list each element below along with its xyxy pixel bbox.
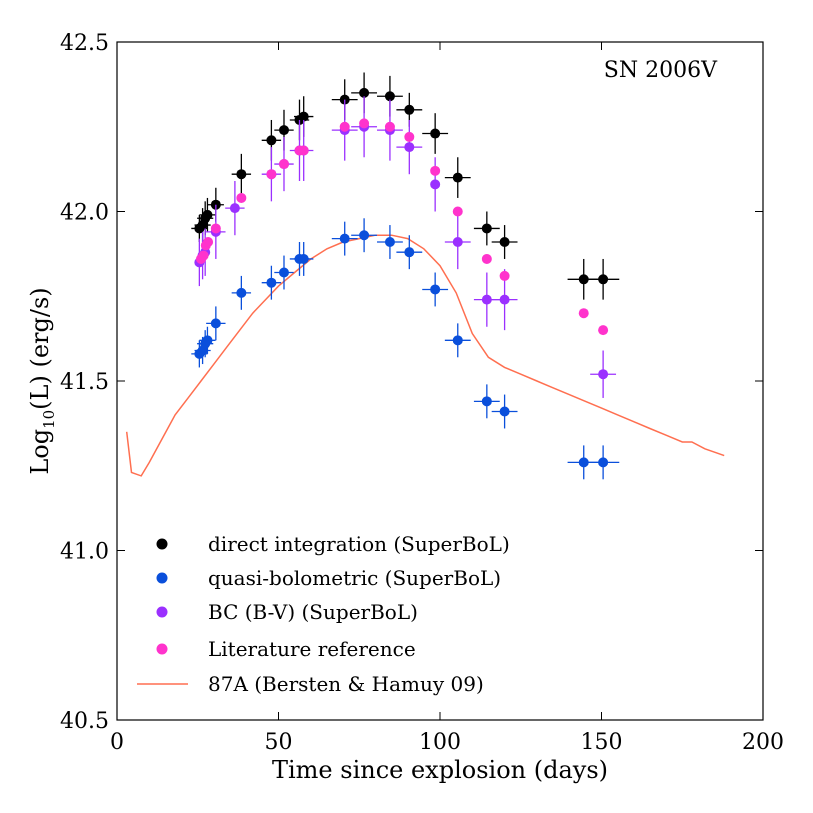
legend-label-direct: direct integration (SuperBoL): [208, 532, 510, 556]
data-point: [339, 121, 350, 132]
y-tick-label: 41.0: [60, 540, 109, 565]
data-point: [266, 277, 277, 288]
data-point: [452, 335, 463, 346]
y-axis-label: Log10(L) (erg/s): [26, 287, 58, 474]
y-tick-label: 42.0: [60, 201, 109, 226]
data-point: [278, 159, 289, 170]
data-point: [481, 396, 492, 407]
data-point: [404, 142, 415, 153]
chart-annotation: SN 2006V: [604, 58, 718, 83]
legend: direct integration (SuperBoL) quasi-bolo…: [137, 532, 510, 696]
data-point: [210, 223, 221, 234]
x-tick-label: 150: [581, 730, 623, 755]
legend-label-literature: Literature reference: [208, 637, 416, 661]
data-point: [499, 406, 510, 417]
data-point: [298, 253, 309, 264]
data-point: [430, 284, 441, 295]
data-point: [499, 294, 510, 305]
data-point: [578, 457, 589, 468]
data-point: [384, 91, 395, 102]
series-1: [191, 218, 620, 480]
x-tick-label: 50: [265, 730, 293, 755]
data-point: [404, 104, 415, 115]
y-tick-label: 40.5: [60, 709, 109, 734]
data-point: [578, 308, 589, 319]
legend-marker-literature: [156, 643, 168, 655]
x-tick-label: 100: [419, 730, 461, 755]
data-point: [278, 125, 289, 136]
data-point: [266, 135, 277, 146]
data-point: [578, 274, 589, 285]
data-point: [598, 457, 609, 468]
data-point: [202, 209, 213, 220]
data-point: [202, 335, 213, 346]
data-point: [404, 247, 415, 258]
data-point: [359, 118, 370, 129]
x-axis-label: Time since explosion (days): [272, 756, 608, 784]
data-point: [481, 223, 492, 234]
legend-marker-quasi: [156, 572, 168, 584]
legend-label-87a: 87A (Bersten & Hamuy 09): [208, 672, 484, 696]
x-tick-label: 0: [110, 730, 124, 755]
data-point: [236, 169, 247, 180]
data-point: [298, 111, 309, 122]
data-point: [384, 237, 395, 248]
data-point: [430, 128, 441, 139]
data-point: [278, 267, 289, 278]
reference-model-line: [125, 234, 725, 477]
data-point: [203, 237, 214, 248]
data-point: [198, 250, 209, 261]
data-point: [384, 121, 395, 132]
data-point: [236, 287, 247, 298]
data-point: [430, 165, 441, 176]
y-tick-label: 42.5: [60, 31, 109, 56]
data-point: [298, 145, 309, 156]
y-axis-label-suffix: (L) (erg/s): [26, 287, 54, 409]
data-point: [236, 192, 247, 203]
axis-ticks: 0 50 100 150 200 40.5 41.0 41.5 42.0 42.5: [60, 31, 784, 755]
legend-marker-direct: [156, 538, 168, 550]
data-point: [430, 179, 441, 190]
data-point: [499, 270, 510, 281]
data-point: [481, 294, 492, 305]
x-tick-label: 200: [742, 730, 784, 755]
legend-marker-bc: [156, 606, 168, 618]
data-point: [339, 233, 350, 244]
reference-model-layer: [125, 234, 725, 477]
y-tick-label: 41.5: [60, 370, 109, 395]
data-point: [598, 369, 609, 380]
legend-label-bc: BC (B-V) (SuperBoL): [208, 600, 418, 624]
legend-label-quasi: quasi-bolometric (SuperBoL): [208, 566, 501, 590]
data-point: [359, 87, 370, 98]
data-point: [404, 131, 415, 142]
data-point: [229, 203, 240, 214]
data-point: [210, 318, 221, 329]
data-point: [452, 237, 463, 248]
data-point: [598, 274, 609, 285]
data-point: [499, 237, 510, 248]
data-point: [452, 206, 463, 217]
data-point: [452, 172, 463, 183]
y-axis-label-subscript: 10: [40, 410, 58, 429]
plot-background: [117, 42, 763, 720]
data-point: [359, 230, 370, 241]
data-point: [266, 169, 277, 180]
data-point: [481, 253, 492, 264]
data-point: [598, 325, 609, 336]
y-axis-label-prefix: Log: [26, 429, 54, 475]
series-3: [195, 118, 609, 336]
data-points-layer: [191, 72, 620, 480]
